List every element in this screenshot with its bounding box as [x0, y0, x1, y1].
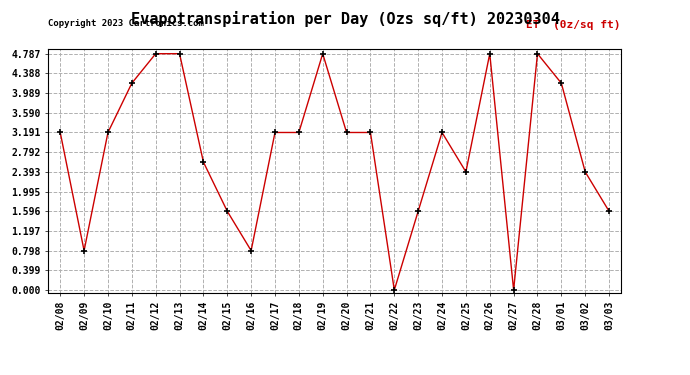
Text: ET  (0z/sq ft): ET (0z/sq ft): [526, 20, 621, 30]
Text: Copyright 2023 Cartronics.com: Copyright 2023 Cartronics.com: [48, 20, 204, 28]
Text: Evapotranspiration per Day (Ozs sq/ft) 20230304: Evapotranspiration per Day (Ozs sq/ft) 2…: [130, 11, 560, 27]
